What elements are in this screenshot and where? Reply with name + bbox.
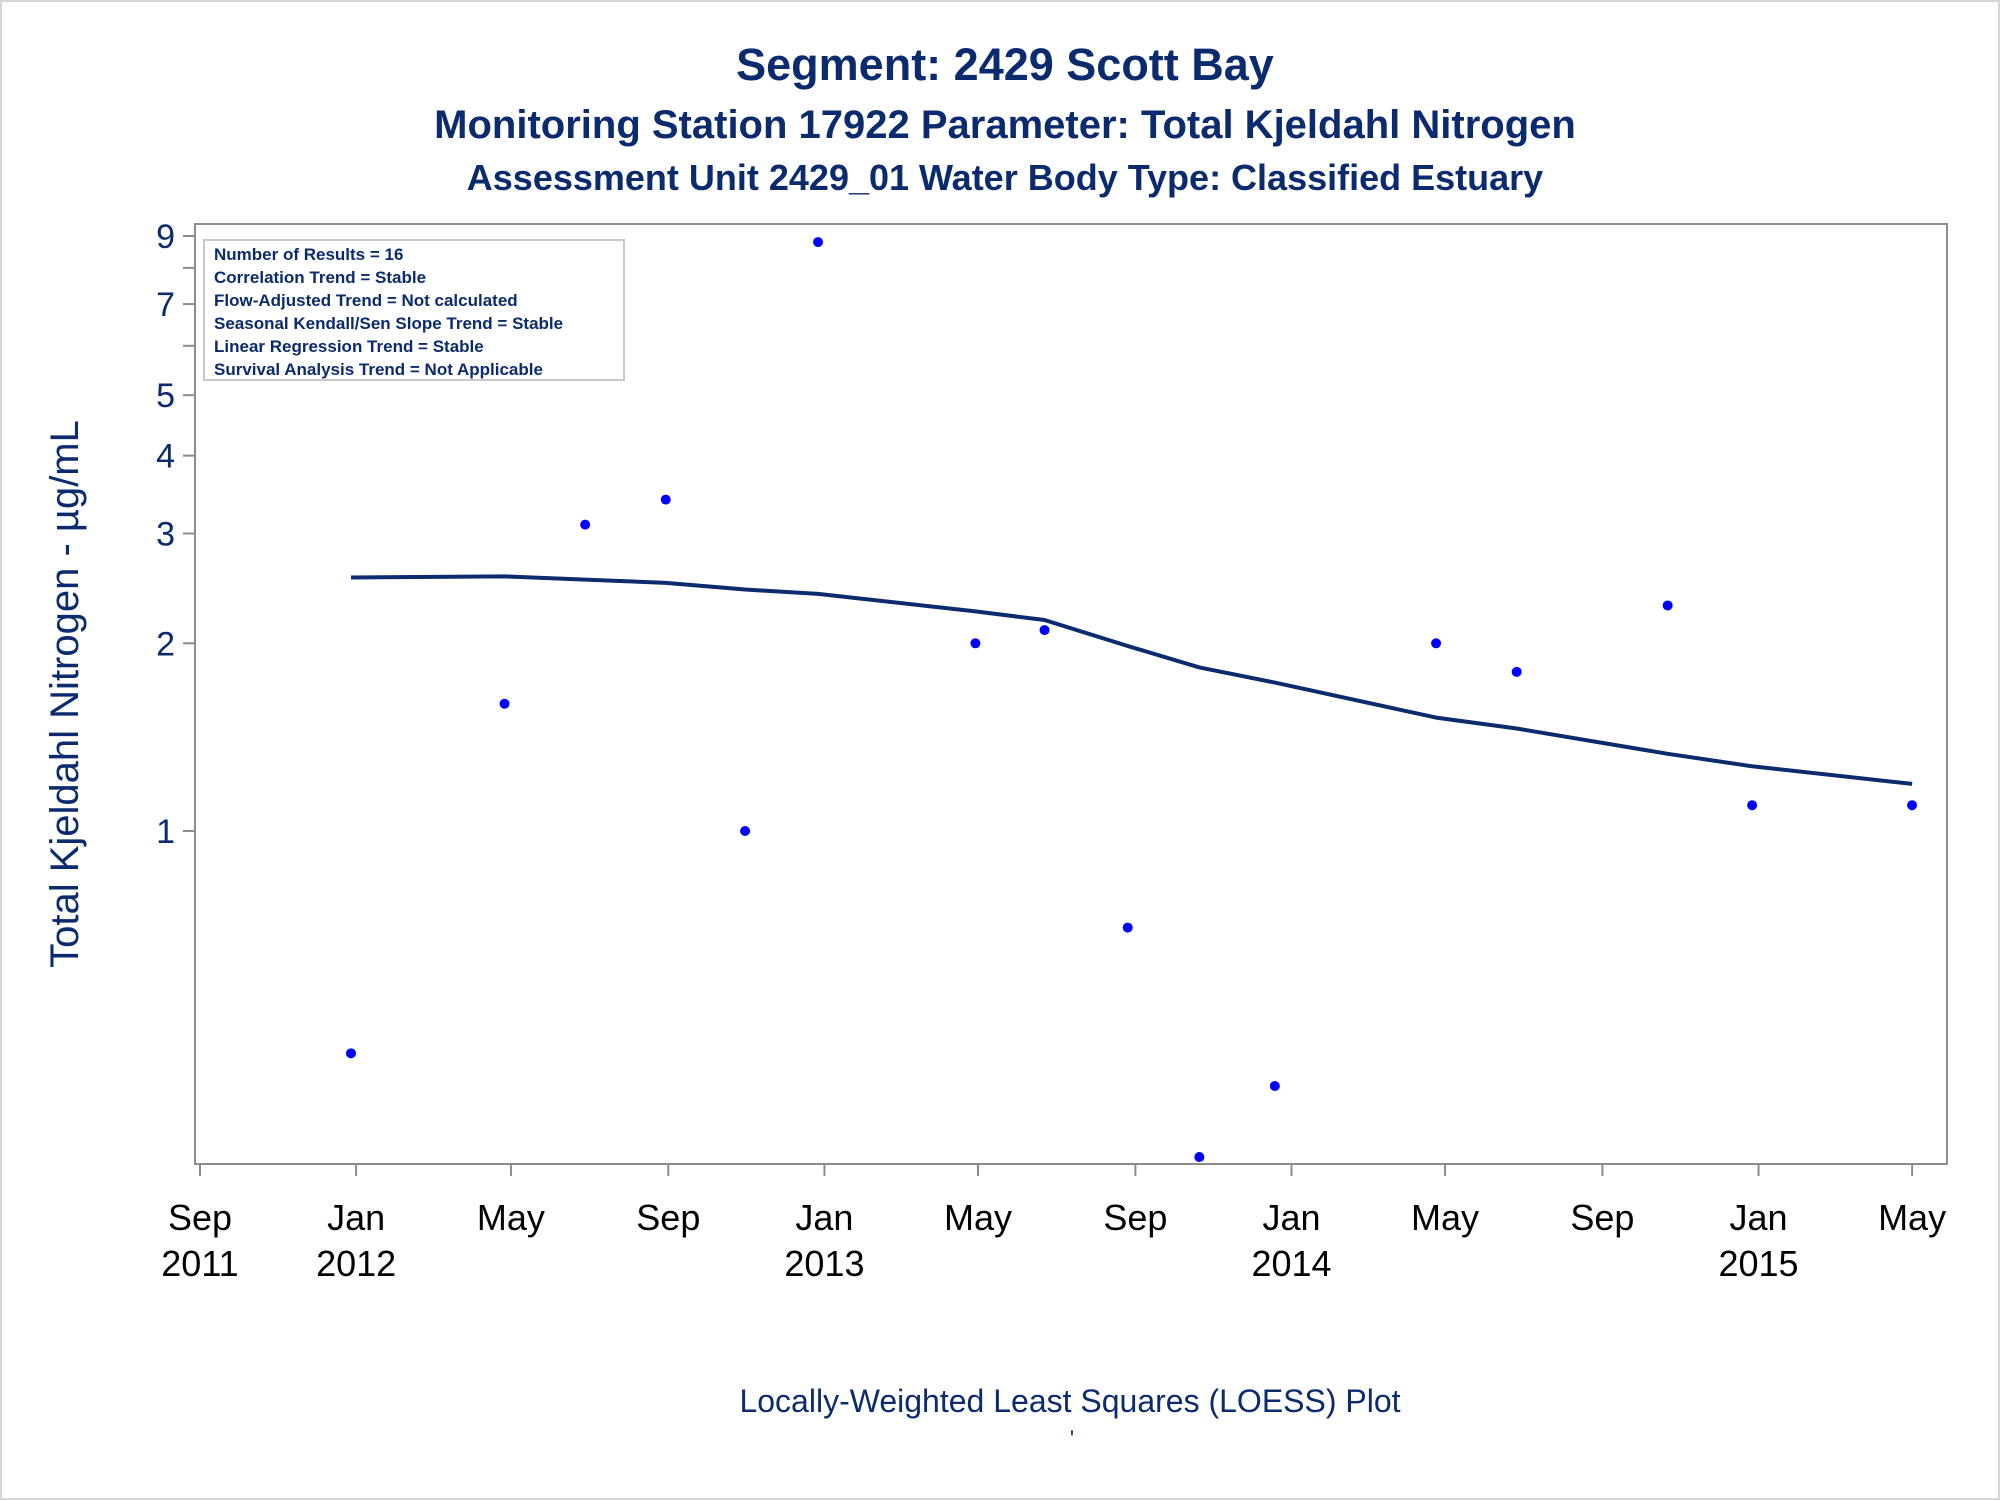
legend-line: Number of Results = 16 (214, 245, 403, 264)
x-tick-label: Jan (327, 1197, 385, 1238)
data-point (1269, 1080, 1280, 1091)
data-point (813, 237, 824, 248)
x-tick-label: Sep (1103, 1197, 1167, 1238)
stats-legend: Number of Results = 16 Correlation Trend… (203, 239, 625, 381)
x-tick-label: 2012 (316, 1243, 396, 1284)
y-tick-label: 1 (156, 813, 175, 851)
y-axis: 1 2 3 4 5 7 9 (156, 218, 195, 851)
x-tick-label: Sep (1570, 1197, 1634, 1238)
footnote: Locally-Weighted Least Squares (LOESS) P… (739, 1383, 1400, 1419)
loess-line (350, 574, 1913, 786)
data-point (1194, 1152, 1205, 1163)
stats-legend-box (203, 239, 625, 381)
chart-subtitle: Monitoring Station 17922 Parameter: Tota… (434, 103, 1576, 147)
data-point (1122, 922, 1133, 933)
legend-line: Linear Regression Trend = Stable (214, 337, 484, 356)
x-tick-label: Jan (1262, 1197, 1320, 1238)
data-point (1431, 638, 1442, 649)
y-tick-label: 7 (156, 286, 175, 324)
data-point (1907, 800, 1918, 811)
legend-line: Correlation Trend = Stable (214, 268, 426, 287)
loess-curve (350, 574, 1913, 786)
plot-area (194, 223, 1948, 1165)
y-axis-label: Total Kjeldahl Nitrogen - µg/mL (43, 420, 87, 968)
legend-line: Flow-Adjusted Trend = Not calculated (214, 291, 518, 310)
x-tick-label: May (1411, 1197, 1479, 1238)
data-point (970, 638, 981, 649)
data-point (660, 494, 671, 505)
x-tick-label: 2013 (784, 1243, 864, 1284)
data-point (499, 698, 510, 709)
y-tick-label: 5 (156, 377, 175, 415)
data-point (740, 826, 751, 836)
x-tick-label: 2014 (1251, 1243, 1331, 1284)
y-tick-label: 4 (156, 438, 175, 476)
x-tick-label: May (477, 1197, 545, 1238)
x-tick-label: May (1878, 1197, 1946, 1238)
x-tick-label: Jan (1730, 1197, 1788, 1238)
data-point (1747, 800, 1758, 811)
x-tick-label: Jan (795, 1197, 853, 1238)
x-tick-label: Sep (636, 1197, 700, 1238)
x-axis: Sep 2011 Jan 2012 May Sep Jan 2013 May Sep Jan 2014… (161, 1164, 1946, 1284)
chart-subtitle-2: Assessment Unit 2429_01 Water Body Type:… (467, 157, 1543, 198)
chart-title: Segment: 2429 Scott Bay (736, 39, 1274, 90)
data-point (1039, 625, 1050, 636)
data-point (1511, 666, 1522, 677)
x-tick-label: Sep (168, 1197, 232, 1238)
legend-line: Survival Analysis Trend = Not Applicable (214, 360, 543, 379)
data-point (345, 1048, 356, 1059)
x-tick-label: May (944, 1197, 1012, 1238)
legend-line: Seasonal Kendall/Sen Slope Trend = Stabl… (214, 314, 563, 333)
data-point (580, 519, 591, 530)
x-tick-label: 2015 (1718, 1243, 1798, 1284)
footnote-mark: ' (1070, 1426, 1074, 1451)
y-tick-label: 2 (156, 625, 175, 663)
y-tick-label: 3 (156, 516, 175, 554)
y-tick-label: 9 (156, 218, 175, 256)
data-point (1662, 600, 1673, 611)
x-tick-label: 2011 (161, 1243, 238, 1284)
data-points (345, 237, 1918, 1163)
